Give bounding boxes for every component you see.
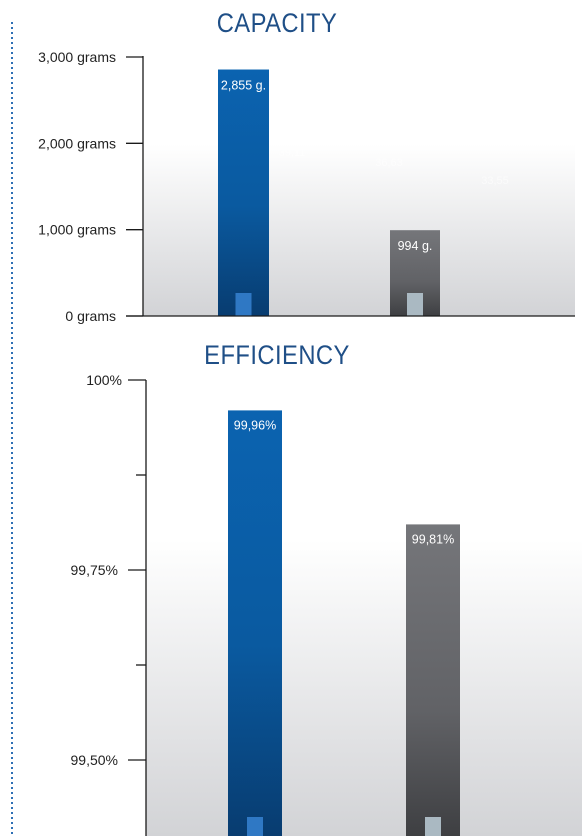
data-label: 99,81% xyxy=(412,532,454,546)
y-tick-label: 99,50% xyxy=(71,752,118,768)
y-tick-label: 0 grams xyxy=(65,308,116,324)
y-tick-label: 3,000 grams xyxy=(38,49,116,65)
data-label: 994 g. xyxy=(398,239,433,253)
y-tick-label: 99,75% xyxy=(71,562,118,578)
y-tick-label: 100% xyxy=(86,372,122,388)
bar-base-marker xyxy=(235,293,252,316)
bar-base-marker xyxy=(407,293,423,316)
annotation-label: 36,63 xyxy=(375,157,403,169)
bar-base-marker xyxy=(425,817,441,836)
annotation-label: 33,55 xyxy=(481,175,509,187)
bar xyxy=(218,69,269,316)
capacity-plot-background xyxy=(143,52,575,316)
efficiency-plot-background xyxy=(146,380,582,836)
bar-base-marker xyxy=(247,817,263,836)
efficiency-chart-title: EFFICIENCY xyxy=(204,340,350,370)
annotation-label: 39,11 xyxy=(279,147,306,159)
data-label: 2,855 g. xyxy=(221,79,266,93)
bar xyxy=(406,524,460,836)
capacity-chart-title: CAPACITY xyxy=(216,8,338,38)
y-tick-label: 2,000 grams xyxy=(38,135,116,151)
data-label: 99,96% xyxy=(234,418,276,432)
bar xyxy=(228,410,282,836)
y-tick-label: 1,000 grams xyxy=(38,222,116,238)
